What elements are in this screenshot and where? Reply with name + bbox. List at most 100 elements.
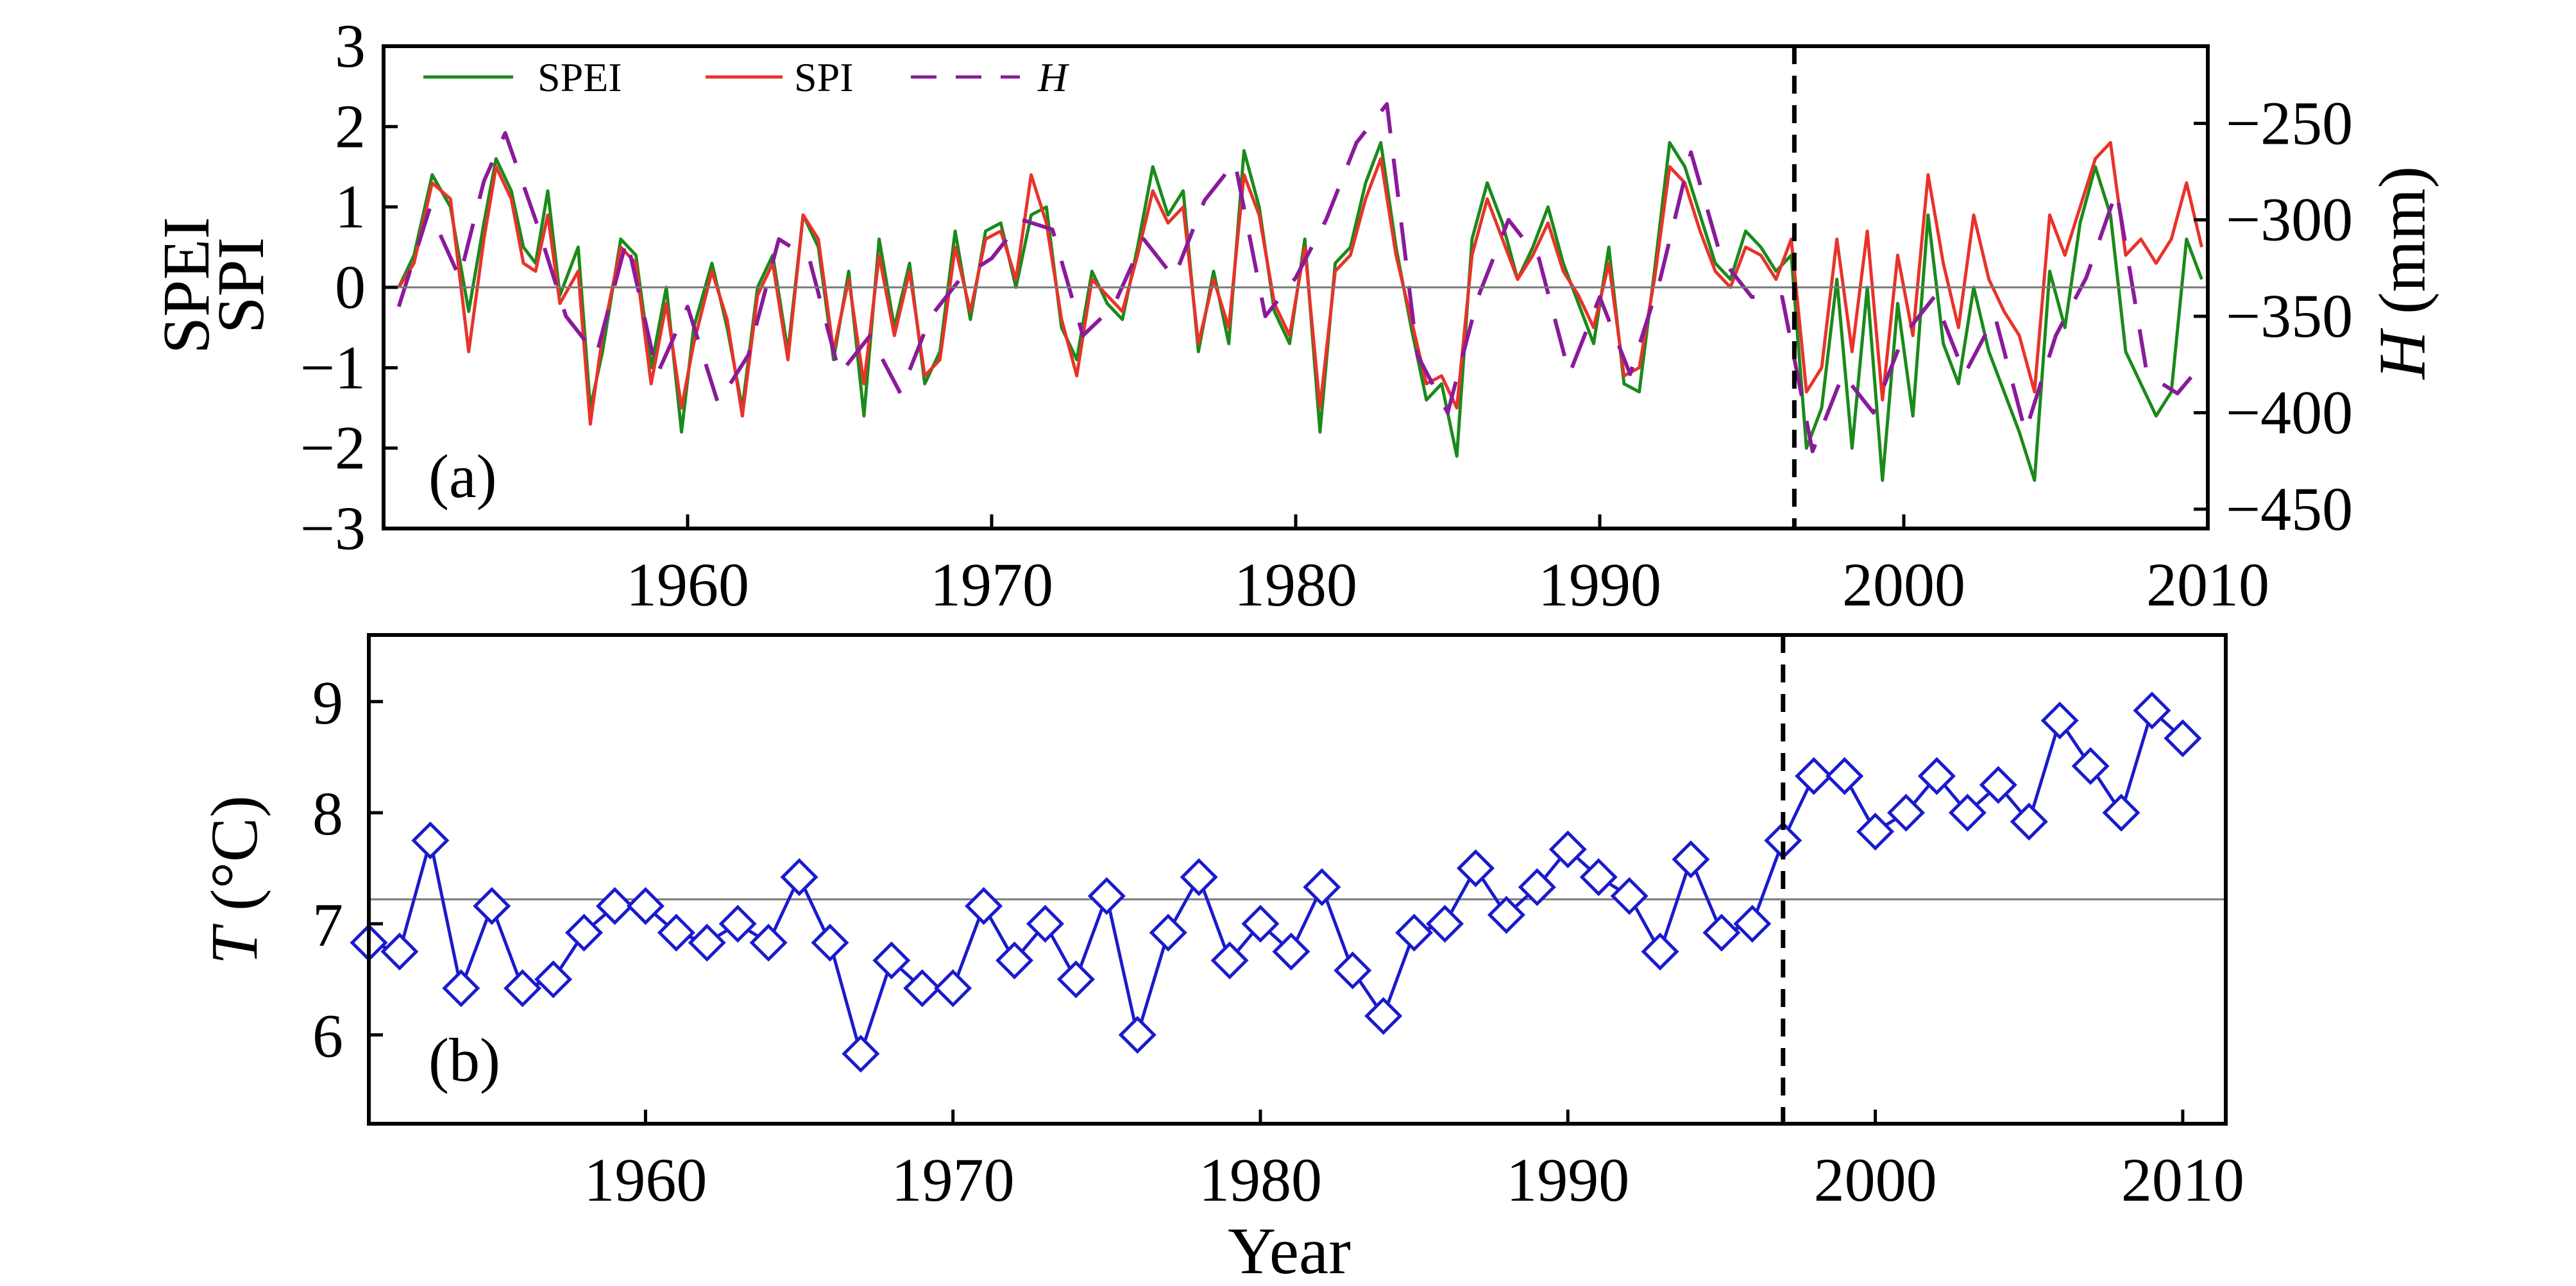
series-t-point xyxy=(718,904,757,943)
series-t-point xyxy=(380,933,419,971)
panel-b-xlabel: Year xyxy=(1228,1214,1351,1286)
panel-b-x-ticks: 1960 1970 1980 1990 2000 2010 xyxy=(584,1110,2244,1214)
series-t-point xyxy=(1518,868,1556,906)
series-t-point xyxy=(2133,691,2171,730)
series-t-point xyxy=(872,941,911,979)
series-t-point xyxy=(626,887,665,926)
panel-b-x-tick-label: 2010 xyxy=(2121,1146,2244,1214)
series-t-point xyxy=(1979,766,2017,804)
panel-a-x-ticks: 1960 1970 1980 1990 2000 2010 xyxy=(626,514,2269,619)
panel-a-x-tick-label: 1980 xyxy=(1234,550,1357,619)
series-t-point xyxy=(780,858,818,897)
panel-a-left-y-tick-label: 2 xyxy=(335,92,366,160)
panel-a-left-y-tick-label: 3 xyxy=(335,12,366,80)
panel-b-label: (b) xyxy=(428,1026,500,1094)
series-t-point xyxy=(1487,895,1525,934)
series-t-point xyxy=(1149,913,1187,952)
panel-a: 1960 1970 1980 1990 2000 2010 3 2 1 0 −1 −2 −3 −250… xyxy=(149,12,2439,619)
series-t-point xyxy=(1303,868,1341,906)
series-t-point xyxy=(442,969,480,1008)
panel-b-ylabel-symbol: T xyxy=(198,924,271,965)
series-t-point xyxy=(1210,941,1249,979)
series-t-point xyxy=(1917,757,1956,795)
series-t-point xyxy=(504,969,542,1008)
series-t-point xyxy=(965,887,1003,926)
series-h-line xyxy=(396,102,2203,453)
series-t-point xyxy=(1826,757,1864,795)
panel-a-x-tick-label: 1970 xyxy=(930,550,1053,619)
series-t-point xyxy=(1026,904,1065,943)
panel-a-right-y-tick-label: −400 xyxy=(2226,378,2353,447)
series-t-point xyxy=(749,924,788,962)
panel-a-x-tick-label: 1990 xyxy=(1538,550,1661,619)
panel-a-right-y-tick-label: −300 xyxy=(2226,185,2353,254)
series-t-point xyxy=(2040,701,2079,740)
panel-b-x-tick-label: 2000 xyxy=(1814,1146,1937,1214)
panel-a-ylabel-spi: SPI xyxy=(204,237,278,334)
series-t-point xyxy=(1672,840,1710,879)
series-t-point xyxy=(1118,1015,1157,1054)
series-t-point xyxy=(1456,849,1495,888)
panel-b-ylabel-unit: (°C) xyxy=(198,795,271,927)
series-t-point xyxy=(842,1035,880,1073)
panel-a-right-y-tick-label: −250 xyxy=(2226,89,2353,157)
series-t-point xyxy=(2102,793,2140,832)
panel-b-y-tick-label: 6 xyxy=(312,1001,343,1070)
panel-a-x-tick-label: 2010 xyxy=(2146,550,2269,619)
series-t-point xyxy=(657,913,695,952)
panel-b-ylabel: T (°C) xyxy=(198,795,271,965)
legend-spei-label: SPEI xyxy=(538,55,622,100)
series-t-point xyxy=(1056,960,1095,999)
panel-a-label: (a) xyxy=(428,442,497,511)
panel-b-y-tick-label: 8 xyxy=(312,779,343,848)
panel-b: 1960 1970 1980 1990 2000 2010 9 8 7 6 (b) T (°C)… xyxy=(198,633,2244,1286)
panel-a-series xyxy=(396,102,2203,482)
panel-b-x-tick-label: 1990 xyxy=(1506,1146,1629,1214)
panel-a-right-y-tick-label: −450 xyxy=(2226,475,2353,543)
panel-b-y-tick-label: 9 xyxy=(312,668,343,737)
panel-a-right-y-tick-label: −350 xyxy=(2226,282,2353,350)
series-t-point xyxy=(534,960,573,999)
panel-b-y-ticks: 9 8 7 6 xyxy=(312,668,383,1070)
series-t-point xyxy=(1548,830,1587,868)
series-t-point xyxy=(1702,913,1741,952)
series-t-point xyxy=(1641,933,1679,971)
series-t-point xyxy=(1795,757,1833,795)
series-t-point xyxy=(595,887,634,926)
panel-a-left-y-tick-label: 1 xyxy=(335,173,366,241)
series-t-point xyxy=(688,924,726,962)
panel-b-x-tick-label: 1960 xyxy=(584,1146,707,1214)
panel-a-legend: SPEI SPI H xyxy=(423,55,1070,100)
series-t-point xyxy=(411,821,450,859)
panel-a-x-tick-label: 1960 xyxy=(626,550,749,619)
panel-a-ylabel-right-unit: (mm) xyxy=(2366,166,2439,331)
panel-a-left-y-ticks: 3 2 1 0 −1 −2 −3 xyxy=(300,12,398,563)
panel-a-right-y-ticks: −250 −300 −350 −400 −450 xyxy=(2194,89,2353,543)
panel-a-left-y-tick-label: −1 xyxy=(300,333,366,402)
series-t-point xyxy=(1334,951,1372,990)
series-t-point xyxy=(1886,793,1926,832)
series-t-point xyxy=(996,941,1034,979)
series-t-point xyxy=(811,924,849,962)
panel-a-x-tick-label: 2000 xyxy=(1842,550,1965,619)
panel-a-ylabel-right-symbol: H xyxy=(2366,328,2439,380)
panel-a-left-y-tick-label: −3 xyxy=(300,494,366,563)
series-t-line xyxy=(368,709,2184,1056)
series-t-point xyxy=(1272,933,1310,971)
series-t-point xyxy=(2164,719,2202,757)
series-t-point xyxy=(1610,877,1648,915)
legend-spi-label: SPI xyxy=(794,55,854,100)
series-t-point xyxy=(2071,747,2110,785)
series-t-point xyxy=(1395,913,1434,952)
series-t-point xyxy=(1364,997,1403,1035)
panel-b-frame xyxy=(367,633,2228,1126)
series-t-point xyxy=(564,913,604,952)
series-spi-line xyxy=(397,140,2203,426)
series-t-point xyxy=(1948,793,1987,832)
series-t-point xyxy=(1579,858,1618,897)
series-t-point xyxy=(1856,812,1895,851)
series-t-point xyxy=(1087,877,1126,915)
panel-b-y-tick-label: 7 xyxy=(312,890,343,959)
series-t-point xyxy=(1241,904,1280,943)
